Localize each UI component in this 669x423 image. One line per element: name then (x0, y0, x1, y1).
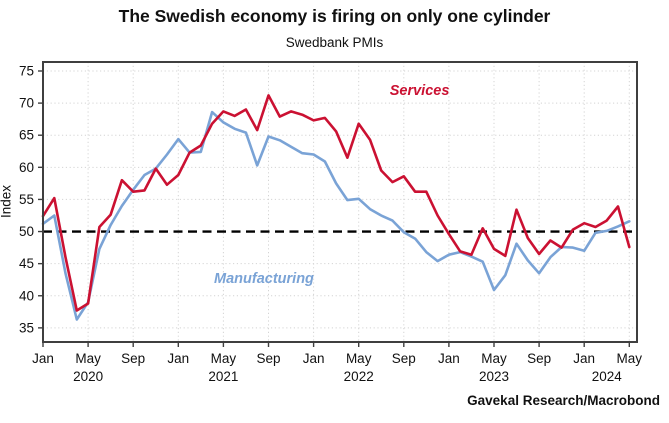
services-line (41, 94, 631, 312)
x-tick-label: Jan (438, 351, 460, 366)
y-tick-label: 65 (19, 128, 34, 143)
x-year-label: 2024 (592, 369, 623, 384)
x-tick-label: Jan (573, 351, 595, 366)
x-tick-label: May (346, 351, 372, 366)
source-attribution: Gavekal Research/Macrobond (467, 393, 660, 408)
x-tick-label: May (75, 351, 101, 366)
x-tick-label: Sep (121, 351, 145, 366)
x-tick-label: May (481, 351, 507, 366)
x-tick-label: Jan (32, 351, 54, 366)
manufacturing-line (41, 110, 631, 321)
chart-title: The Swedish economy is firing on only on… (118, 6, 551, 26)
x-tick-label: Sep (527, 351, 551, 366)
y-tick-label: 75 (19, 63, 34, 78)
y-tick-label: 70 (19, 96, 34, 111)
y-tick-label: 50 (19, 224, 34, 239)
chart-subtitle: Swedbank PMIs (285, 35, 384, 50)
x-tick-label: Sep (392, 351, 416, 366)
series-label-manufacturing: Manufacturing (214, 271, 314, 287)
x-tick-label: May (211, 351, 237, 366)
y-tick-label: 60 (19, 160, 34, 175)
y-tick-label: 45 (19, 256, 34, 271)
x-year-label: 2020 (73, 369, 103, 384)
y-tick-label: 55 (19, 192, 34, 207)
x-tick-label: Sep (256, 351, 280, 366)
x-year-label: 2022 (344, 369, 374, 384)
x-tick-label: May (617, 351, 643, 366)
x-year-label: 2023 (479, 369, 509, 384)
y-tick-label: 40 (19, 288, 34, 303)
x-tick-label: Jan (303, 351, 325, 366)
y-axis-label: Index (0, 184, 14, 219)
x-year-label: 2021 (208, 369, 238, 384)
y-tick-label: 35 (19, 320, 34, 335)
series-label-services: Services (390, 83, 450, 99)
x-tick-label: Jan (167, 351, 189, 366)
plot-frame (42, 61, 638, 343)
